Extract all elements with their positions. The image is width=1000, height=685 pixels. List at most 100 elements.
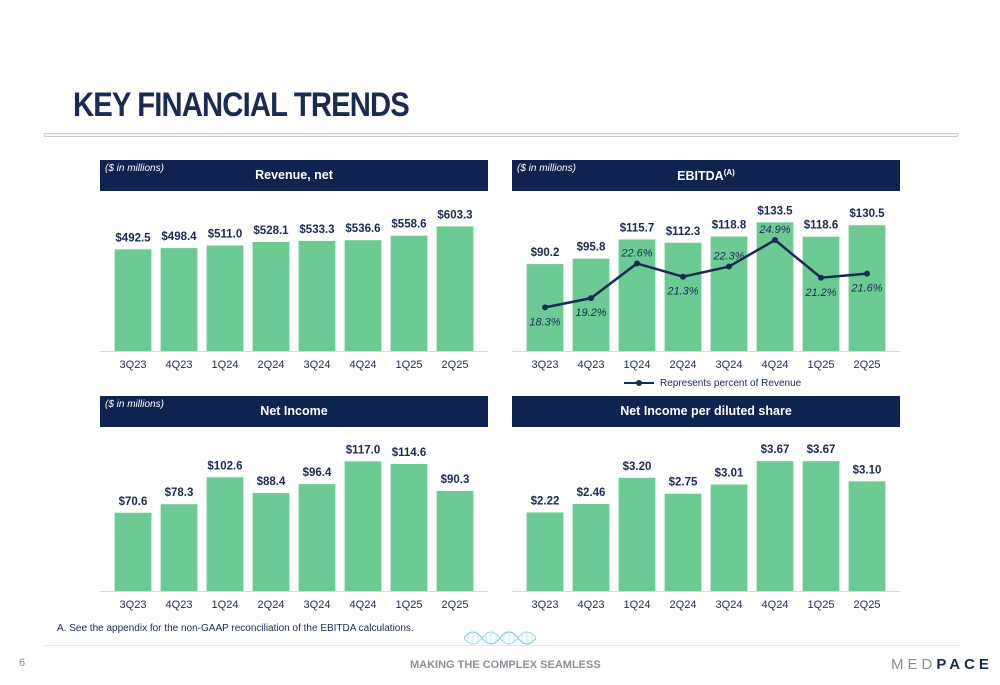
bar: [756, 461, 794, 591]
percent-point: [864, 270, 870, 277]
data-label: $115.7: [620, 222, 655, 234]
title-divider: [44, 133, 958, 137]
revenue-chart-plot: $492.5 3Q23 $498.4 4Q23 $511.0 1Q24 $528.1 2Q24…: [100, 209, 488, 371]
net-income-units-note: ($ in millions): [105, 399, 164, 410]
bar: [114, 249, 152, 351]
percent-point: [818, 274, 824, 281]
tick-label: 4Q23: [578, 599, 605, 611]
ebitda-chart-plot: $90.2 3Q23 $95.8 4Q23 $115.7 1Q24 $112.3 2Q24 $1…: [512, 205, 900, 371]
tick-label: 4Q24: [350, 359, 377, 371]
data-label: $3.20: [623, 461, 652, 473]
footnote: A. See the appendix for the non-GAAP rec…: [57, 623, 414, 634]
bar: [618, 477, 656, 591]
data-label: $511.0: [208, 229, 243, 241]
revenue-units-note: ($ in millions): [105, 163, 164, 174]
ebitda-chart: ($ in millions) EBITDA(A) $90.2 3Q23 $95.8…: [512, 160, 900, 371]
data-label: $133.5: [757, 205, 793, 217]
tick-label: 4Q23: [578, 359, 605, 371]
eps-chart: Net Income per diluted share $2.22 3Q23 $2…: [512, 396, 900, 611]
bar: [436, 226, 474, 351]
percent-label: 18.3%: [529, 316, 560, 328]
percent-point: [680, 273, 686, 280]
data-label: $112.3: [666, 226, 701, 238]
data-label: $90.3: [441, 474, 470, 486]
bar: [206, 245, 244, 351]
tick-label: 4Q23: [166, 599, 193, 611]
bar: [298, 240, 336, 351]
bar: [526, 512, 564, 591]
data-label: $2.75: [669, 477, 698, 489]
tick-label: 3Q24: [304, 599, 331, 611]
net-income-chart-title: Net Income: [260, 404, 328, 418]
net-income-chart: ($ in millions) Net Income $70.6 3Q23 $78.…: [100, 396, 488, 611]
data-label: $536.6: [345, 223, 380, 235]
data-label: $95.8: [577, 242, 606, 254]
revenue-chart-header: ($ in millions) Revenue, net: [100, 160, 488, 191]
data-label: $96.4: [303, 467, 332, 479]
bar: [848, 225, 886, 351]
bar: [710, 236, 748, 351]
data-label: $528.1: [253, 225, 289, 237]
data-label: $3.10: [853, 464, 882, 476]
percent-label: 24.9%: [758, 224, 790, 236]
tick-label: 1Q24: [624, 599, 651, 611]
ebitda-footnote-marker: (A): [723, 168, 735, 177]
bar: [848, 481, 886, 591]
data-label: $3.67: [807, 444, 836, 456]
page-title: KEY FINANCIAL TRENDS: [73, 86, 410, 124]
revenue-chart: ($ in millions) Revenue, net $492.5 3Q23 $…: [100, 160, 488, 371]
data-label: $90.2: [531, 247, 560, 259]
bar: [618, 239, 656, 351]
bar: [756, 222, 794, 351]
data-label: $533.3: [299, 224, 334, 236]
tick-label: 2Q25: [442, 599, 469, 611]
bar: [252, 241, 290, 351]
data-label: $70.6: [119, 496, 148, 508]
bar: [802, 461, 840, 591]
percent-point: [588, 295, 594, 302]
tick-label: 1Q24: [212, 599, 239, 611]
bar: [664, 493, 702, 591]
tick-label: 2Q25: [854, 359, 881, 371]
ebitda-legend: Represents percent of Revenue: [624, 377, 801, 389]
tick-label: 2Q24: [670, 359, 697, 371]
tick-label: 1Q25: [808, 359, 835, 371]
revenue-chart-title: Revenue, net: [255, 168, 333, 182]
tick-label: 3Q24: [304, 359, 331, 371]
percent-point: [726, 263, 732, 270]
data-label: $2.46: [577, 487, 606, 499]
ebitda-units-note: ($ in millions): [517, 163, 576, 174]
bar: [436, 490, 474, 591]
bar: [160, 504, 198, 591]
data-label: $3.67: [761, 444, 790, 456]
tick-label: 3Q24: [716, 599, 743, 611]
bar: [572, 503, 610, 591]
percent-point: [634, 260, 640, 267]
bar: [160, 248, 198, 351]
data-label: $114.6: [392, 447, 427, 459]
bar: [572, 258, 610, 351]
data-label: $118.8: [712, 220, 747, 232]
data-label: $498.4: [161, 231, 197, 243]
tick-label: 3Q24: [716, 359, 743, 371]
percent-label: 19.2%: [575, 307, 606, 319]
data-label: $130.5: [849, 208, 885, 220]
eps-chart-header: Net Income per diluted share: [512, 396, 900, 427]
data-label: $88.4: [257, 476, 286, 488]
eps-chart-title: Net Income per diluted share: [620, 404, 792, 418]
bar: [298, 484, 336, 591]
footer-divider: [44, 645, 960, 646]
ebitda-legend-label: Represents percent of Revenue: [660, 377, 802, 389]
tick-label: 2Q25: [854, 599, 881, 611]
tick-label: 4Q24: [350, 599, 377, 611]
data-label: $558.6: [391, 219, 426, 231]
tick-label: 1Q25: [396, 599, 423, 611]
data-label: $102.6: [207, 460, 242, 472]
percent-label: 21.6%: [850, 283, 882, 295]
tick-label: 2Q24: [258, 359, 285, 371]
bar: [390, 463, 428, 591]
percent-line: [544, 238, 868, 309]
tick-label: 4Q24: [762, 599, 789, 611]
bar: [252, 493, 290, 591]
tick-label: 2Q24: [670, 599, 697, 611]
